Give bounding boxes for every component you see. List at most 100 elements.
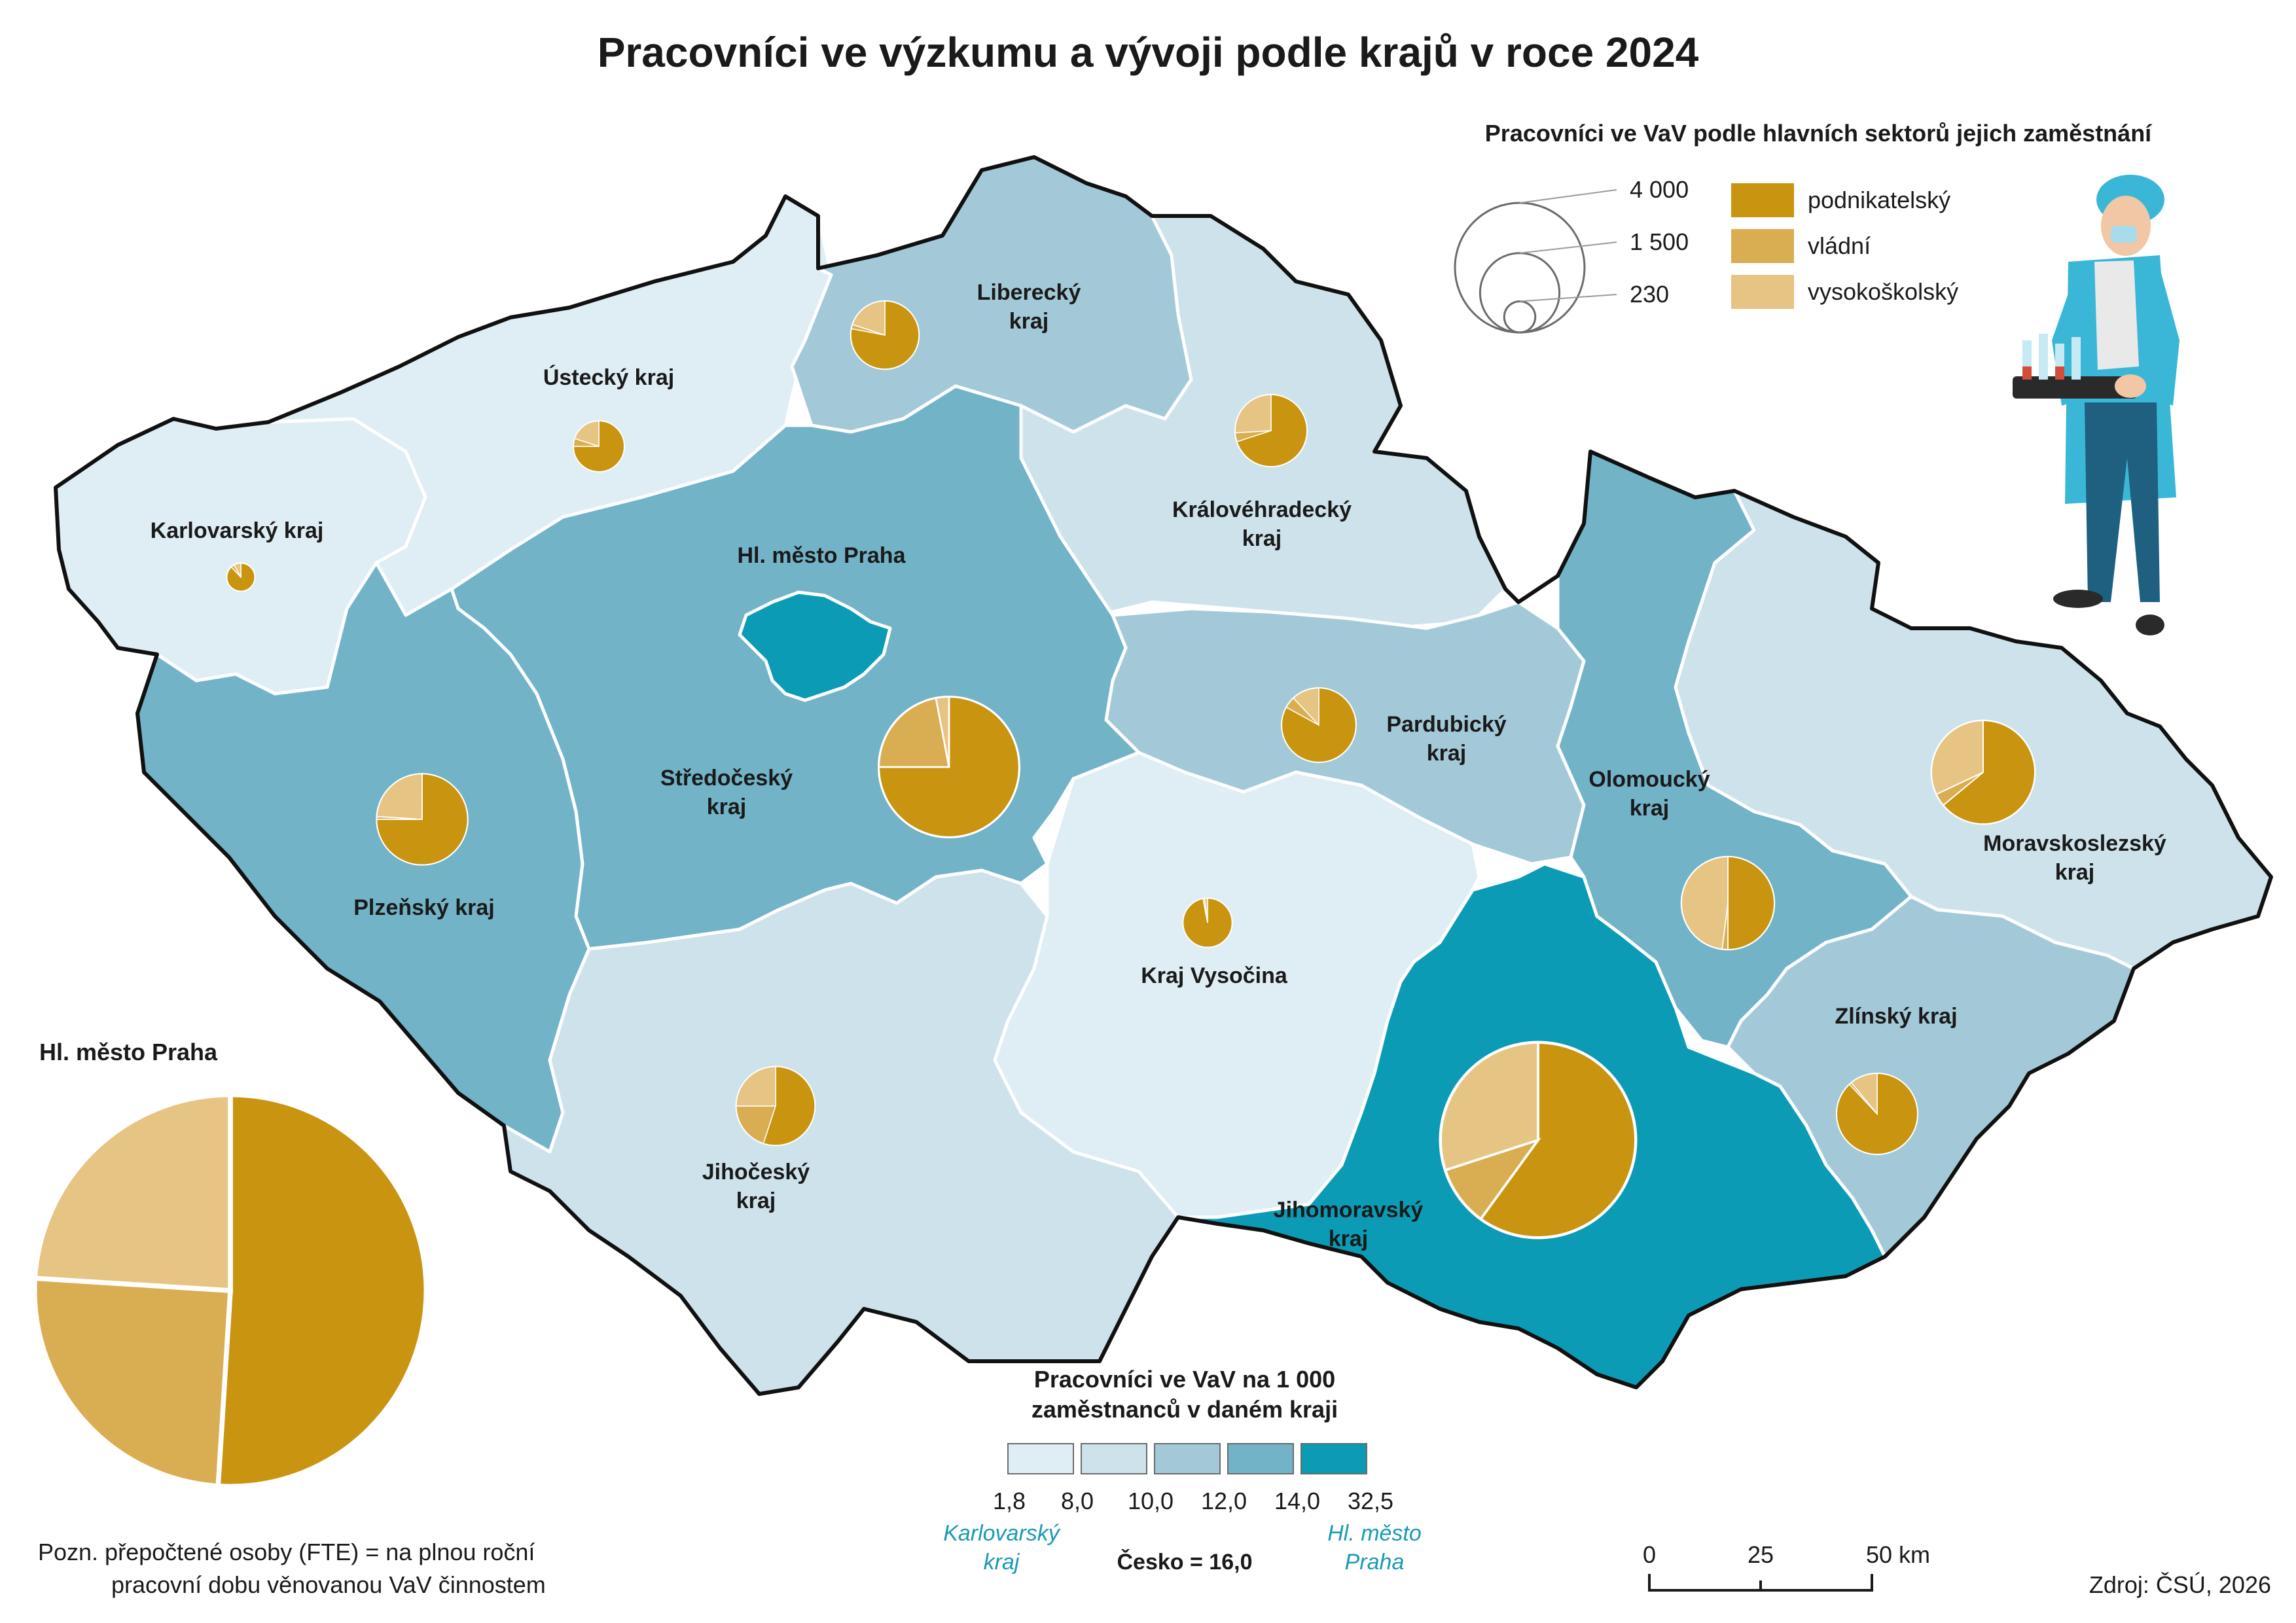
region-pie-10[interactable] bbox=[1439, 1041, 1638, 1240]
class-swatch-4 bbox=[1227, 1443, 1294, 1474]
region-label-2-line1: kraj bbox=[1009, 309, 1049, 334]
size-legend-title: Pracovníci ve VaV podle hlavních sektorů… bbox=[1485, 120, 2152, 147]
size-legend-circle-0 bbox=[1454, 202, 1586, 334]
class-break-1: 1,8 bbox=[993, 1488, 1026, 1514]
class-break-3: 10,0 bbox=[1128, 1488, 1174, 1514]
region-pie-8[interactable] bbox=[735, 1065, 816, 1147]
region-label-4-line1: kraj bbox=[1427, 741, 1467, 766]
region-label-0-line0: Karlovarský kraj bbox=[151, 518, 324, 543]
class-min-label-line2: kraj bbox=[984, 1550, 1020, 1575]
region-pie-1-outline bbox=[573, 420, 625, 473]
region-pie-13-outline bbox=[1930, 719, 2036, 825]
region-label-11-line1: kraj bbox=[1630, 796, 1670, 821]
scale-tick-0: 0 bbox=[1643, 1541, 1656, 1568]
size-legend-value-small: 230 bbox=[1630, 281, 1669, 308]
cesko-average: Česko = 16,0 bbox=[1117, 1549, 1253, 1575]
region-pie-1[interactable] bbox=[573, 420, 625, 473]
region-label-8-line0: Jihočeský bbox=[702, 1160, 810, 1185]
praha-inset-pie-slice-1[interactable] bbox=[31, 1275, 233, 1489]
region-label-5-line0: Hl. město Praha bbox=[738, 543, 906, 568]
region-pie-0-outline bbox=[226, 562, 256, 592]
region-label-9-line0: Kraj Vysočina bbox=[1141, 963, 1288, 988]
class-max-label-line2: Praha bbox=[1345, 1550, 1405, 1575]
class-swatch-1 bbox=[1007, 1443, 1074, 1474]
size-legend-value-mid: 1 500 bbox=[1630, 228, 1689, 255]
sector-label-vladni: vládní bbox=[1808, 232, 1871, 259]
region-label-6-line0: Středočeský bbox=[660, 766, 793, 791]
praha-inset: Hl. město Praha bbox=[31, 1039, 430, 1490]
class-swatch-2 bbox=[1081, 1443, 1147, 1474]
class-break-4: 12,0 bbox=[1201, 1488, 1247, 1514]
region-pie-12-outline bbox=[1835, 1072, 1919, 1156]
size-legend-circle-1 bbox=[1479, 252, 1561, 334]
sector-label-podnikatelsky: podnikatelský bbox=[1808, 187, 1950, 213]
pie-layer bbox=[226, 300, 2036, 1240]
praha-inset-pie-outline bbox=[31, 1091, 430, 1490]
region-pie-8-outline bbox=[735, 1065, 816, 1147]
country-border bbox=[54, 155, 2273, 1396]
region-pie-4-outline bbox=[1281, 687, 1357, 763]
size-legend-leader-2 bbox=[1519, 294, 1617, 302]
region-pie-0[interactable] bbox=[226, 562, 256, 592]
praha-inset-pie[interactable] bbox=[31, 1091, 430, 1490]
praha-inset-pie-slice-0[interactable] bbox=[215, 1092, 429, 1489]
region-praha[interactable] bbox=[738, 590, 892, 702]
region-pie-3-outline bbox=[1234, 393, 1308, 468]
sector-label-vysokoskolsky: vysokoškolský bbox=[1808, 278, 1958, 305]
region-label-10-line1: kraj bbox=[1329, 1226, 1369, 1251]
region-label-10-line0: Jihomoravský bbox=[1274, 1198, 1424, 1222]
sector-swatch-podnikatelsky bbox=[1731, 183, 1794, 217]
region-pie-7-outline bbox=[376, 773, 469, 866]
note-line1: Pozn. přepočtené osoby (FTE) = na plnou … bbox=[38, 1539, 535, 1565]
praha-inset-label: Hl. město Praha bbox=[39, 1039, 218, 1065]
region-label-8-line1: kraj bbox=[736, 1188, 776, 1213]
region-label-3-line1: kraj bbox=[1242, 526, 1282, 551]
class-break-6: 32,5 bbox=[1348, 1488, 1393, 1514]
region-pie-3[interactable] bbox=[1234, 393, 1308, 468]
size-legend-leader-1 bbox=[1519, 241, 1617, 254]
region-label-3-line0: Královéhradecký bbox=[1172, 497, 1352, 522]
sector-swatch-vladni bbox=[1731, 229, 1794, 263]
size-legend: Pracovníci ve VaV podle hlavních sektorů… bbox=[1454, 120, 2152, 334]
size-legend-circles bbox=[1454, 189, 1617, 334]
region-pie-9[interactable] bbox=[1182, 897, 1233, 948]
region-label-6-line1: kraj bbox=[707, 794, 747, 819]
class-max-label-line1: Hl. město bbox=[1327, 1521, 1422, 1546]
region-pie-2[interactable] bbox=[850, 300, 920, 370]
region-pie-9-outline bbox=[1182, 897, 1233, 948]
region-pie-6-outline bbox=[877, 695, 1021, 839]
class-legend-title-line2: zaměstnanců v daném kraji bbox=[1031, 1396, 1338, 1423]
region-label-4-line0: Pardubický bbox=[1386, 712, 1506, 737]
size-legend-leader-0 bbox=[1519, 189, 1617, 204]
class-legend: Pracovníci ve VaV na 1 000 zaměstnanců v… bbox=[943, 1366, 1422, 1575]
scale-tick-25: 25 bbox=[1748, 1541, 1774, 1568]
region-pie-4[interactable] bbox=[1281, 687, 1357, 763]
region-pie-11-outline bbox=[1680, 855, 1776, 951]
region-pie-7[interactable] bbox=[376, 773, 469, 866]
scale-tick-50: 50 km bbox=[1866, 1541, 1930, 1568]
note-line2: pracovní dobu věnovanou VaV činnostem bbox=[111, 1571, 546, 1598]
label-layer: Karlovarský kraj Ústecký kraj Liberecký kra… bbox=[151, 280, 2166, 1251]
region-label-1-line0: Ústecký kraj bbox=[543, 365, 674, 390]
class-break-2: 8,0 bbox=[1061, 1488, 1094, 1514]
region-pie-12[interactable] bbox=[1835, 1072, 1919, 1156]
region-label-2-line0: Liberecký bbox=[977, 280, 1081, 305]
region-pie-10-outline bbox=[1439, 1041, 1638, 1240]
scientist-illustration bbox=[2013, 175, 2179, 635]
region-pie-2-outline bbox=[850, 300, 920, 370]
region-pie-6[interactable] bbox=[877, 695, 1021, 839]
size-legend-circle-2 bbox=[1503, 300, 1537, 334]
class-legend-title-line1: Pracovníci ve VaV na 1 000 bbox=[1034, 1366, 1335, 1393]
region-label-13-line0: Moravskoslezský bbox=[1983, 831, 2166, 856]
source-text: Zdroj: ČSÚ, 2026 bbox=[2089, 1571, 2271, 1598]
region-pie-11[interactable] bbox=[1680, 855, 1776, 951]
class-swatch-5 bbox=[1300, 1443, 1367, 1474]
region-label-13-line1: kraj bbox=[2055, 860, 2095, 885]
sector-swatch-vysokoskolsky bbox=[1731, 275, 1794, 309]
scale-bar bbox=[1648, 1574, 1873, 1592]
size-legend-value-large: 4 000 bbox=[1630, 176, 1689, 203]
region-pie-13[interactable] bbox=[1930, 719, 2036, 825]
class-min-label-line1: Karlovarský bbox=[943, 1521, 1061, 1546]
